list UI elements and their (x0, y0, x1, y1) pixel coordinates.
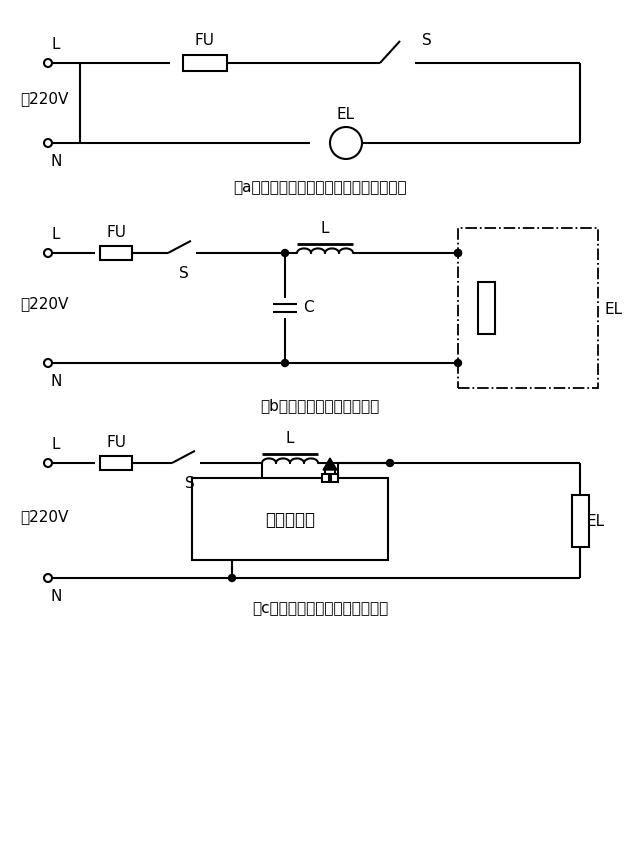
Circle shape (454, 360, 461, 367)
Text: （a）探照灯、红外线灯、碘钨灯接线线路: （a）探照灯、红外线灯、碘钨灯接线线路 (233, 180, 407, 194)
Circle shape (44, 250, 52, 258)
Text: FU: FU (106, 434, 126, 450)
Text: FU: FU (195, 33, 215, 48)
Circle shape (44, 360, 52, 368)
Text: EL: EL (586, 514, 604, 528)
Text: S: S (422, 33, 432, 48)
Text: ～220V: ～220V (20, 91, 68, 107)
Bar (322, 474, 329, 483)
Text: C: C (303, 299, 314, 314)
Circle shape (44, 140, 52, 148)
Bar (572, 495, 589, 547)
Circle shape (44, 574, 52, 583)
Circle shape (330, 128, 362, 160)
Text: EL: EL (604, 301, 622, 316)
Text: FU: FU (106, 224, 126, 240)
Text: S: S (179, 265, 189, 281)
Text: N: N (51, 374, 61, 389)
Bar (100, 247, 132, 261)
Circle shape (454, 250, 461, 258)
Polygon shape (323, 458, 337, 471)
Bar (192, 479, 388, 560)
Text: EL: EL (337, 107, 355, 122)
Text: N: N (51, 589, 61, 603)
Circle shape (228, 575, 236, 582)
Bar (477, 282, 495, 334)
Circle shape (454, 250, 461, 258)
Text: 电子镇流器: 电子镇流器 (265, 510, 315, 528)
Circle shape (387, 460, 394, 467)
Text: L: L (52, 227, 60, 241)
Circle shape (282, 250, 289, 258)
Bar (458, 229, 598, 389)
Bar (331, 474, 338, 483)
Text: （c）高压钠灯电子启动接线线路: （c）高压钠灯电子启动接线线路 (252, 601, 388, 615)
Text: ～220V: ～220V (20, 296, 68, 311)
Text: L: L (285, 431, 294, 445)
Circle shape (282, 360, 289, 367)
Circle shape (44, 460, 52, 467)
Bar (100, 456, 132, 471)
Text: （b）一般高压钠灯接线线路: （b）一般高压钠灯接线线路 (260, 397, 380, 413)
Bar (183, 56, 227, 72)
Text: L: L (52, 37, 60, 52)
Text: S: S (185, 475, 195, 490)
Text: N: N (51, 154, 61, 169)
Circle shape (44, 60, 52, 68)
Text: L: L (52, 437, 60, 451)
Text: ～220V: ～220V (20, 508, 68, 524)
Text: L: L (321, 221, 329, 235)
